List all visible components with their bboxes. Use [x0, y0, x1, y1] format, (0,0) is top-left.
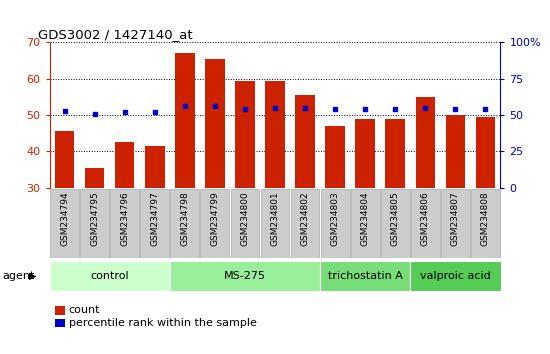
- Text: GSM234808: GSM234808: [481, 191, 490, 246]
- Text: GSM234799: GSM234799: [210, 191, 219, 246]
- Bar: [446, 115, 465, 188]
- Bar: [145, 146, 164, 188]
- Text: trichostatin A: trichostatin A: [328, 271, 403, 281]
- Text: GSM234804: GSM234804: [361, 191, 370, 246]
- Bar: [115, 142, 134, 188]
- Text: GSM234807: GSM234807: [451, 191, 460, 246]
- FancyBboxPatch shape: [80, 189, 109, 258]
- Text: ▶: ▶: [29, 271, 36, 281]
- Text: valproic acid: valproic acid: [420, 271, 491, 281]
- Text: GSM234798: GSM234798: [180, 191, 189, 246]
- FancyBboxPatch shape: [110, 189, 139, 258]
- Bar: [476, 117, 495, 188]
- FancyBboxPatch shape: [441, 189, 470, 258]
- Bar: [326, 126, 345, 188]
- FancyBboxPatch shape: [351, 189, 380, 258]
- Text: count: count: [69, 306, 100, 315]
- FancyBboxPatch shape: [290, 189, 320, 258]
- Bar: [175, 53, 195, 188]
- Text: GSM234796: GSM234796: [120, 191, 129, 246]
- FancyBboxPatch shape: [170, 189, 199, 258]
- Text: MS-275: MS-275: [224, 271, 266, 281]
- FancyBboxPatch shape: [381, 189, 410, 258]
- Bar: [416, 97, 435, 188]
- Bar: [235, 81, 255, 188]
- Bar: [205, 59, 224, 188]
- FancyBboxPatch shape: [50, 261, 170, 291]
- FancyBboxPatch shape: [140, 189, 169, 258]
- FancyBboxPatch shape: [320, 261, 410, 291]
- Text: control: control: [90, 271, 129, 281]
- Text: GSM234795: GSM234795: [90, 191, 99, 246]
- FancyBboxPatch shape: [261, 189, 289, 258]
- Text: GSM234802: GSM234802: [300, 191, 310, 246]
- FancyBboxPatch shape: [410, 261, 500, 291]
- FancyBboxPatch shape: [411, 189, 440, 258]
- Text: GSM234803: GSM234803: [331, 191, 340, 246]
- Bar: [85, 168, 104, 188]
- Bar: [295, 95, 315, 188]
- Text: GSM234797: GSM234797: [150, 191, 159, 246]
- FancyBboxPatch shape: [471, 189, 500, 258]
- Bar: [355, 119, 375, 188]
- FancyBboxPatch shape: [230, 189, 260, 258]
- Bar: [265, 81, 285, 188]
- Bar: [386, 119, 405, 188]
- Text: GSM234806: GSM234806: [421, 191, 430, 246]
- Text: GSM234801: GSM234801: [271, 191, 279, 246]
- FancyBboxPatch shape: [200, 189, 229, 258]
- FancyBboxPatch shape: [321, 189, 350, 258]
- Text: GSM234794: GSM234794: [60, 191, 69, 246]
- FancyBboxPatch shape: [50, 189, 79, 258]
- FancyBboxPatch shape: [170, 261, 320, 291]
- Text: GSM234800: GSM234800: [240, 191, 250, 246]
- Bar: [55, 131, 74, 188]
- Text: agent: agent: [3, 271, 35, 281]
- Text: percentile rank within the sample: percentile rank within the sample: [69, 318, 257, 328]
- Text: GDS3002 / 1427140_at: GDS3002 / 1427140_at: [39, 28, 193, 41]
- Text: GSM234805: GSM234805: [390, 191, 400, 246]
